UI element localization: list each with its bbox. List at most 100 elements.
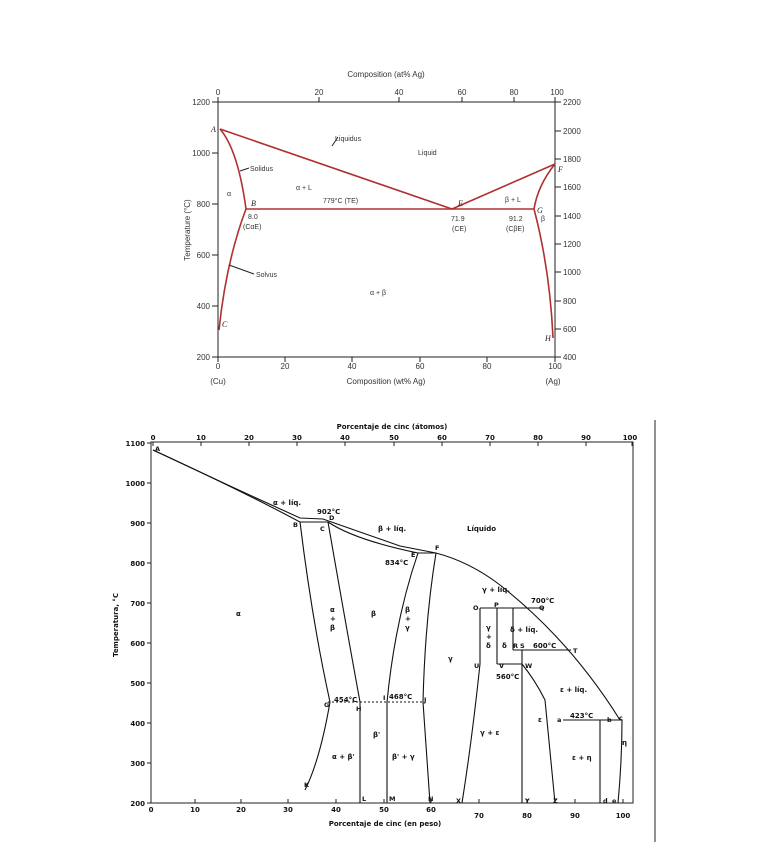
top-wt-ticks: 0 20 40 60 80 100	[216, 357, 562, 371]
point-label: c	[619, 714, 623, 722]
tick-label: 50	[379, 806, 389, 814]
label-a-b-3: β	[330, 624, 335, 632]
tick-label: 80	[522, 812, 532, 820]
label-beta: β	[371, 610, 376, 618]
tick-label: 90	[570, 812, 580, 820]
point-label: e	[612, 797, 617, 805]
tick-label: 100	[623, 434, 638, 442]
label-a-b-2: +	[330, 615, 336, 623]
tick-label: 800	[197, 200, 211, 209]
label-bp-g: β' + γ	[392, 753, 415, 761]
label-e-eta: ε + η	[572, 754, 592, 762]
tick-label: 20	[281, 362, 290, 371]
tick-label: 1200	[192, 98, 210, 107]
beta-alpha-boundary	[327, 521, 361, 803]
tick-label: 900	[130, 520, 145, 528]
point-label: C	[320, 525, 325, 533]
tick-label: 700	[130, 600, 145, 608]
tick-label: 600	[563, 325, 577, 334]
label-alpha-beta: α + β	[370, 290, 386, 297]
top-at-ticks: 0 20 40 60 80 100	[216, 88, 564, 102]
tick-label: 100	[616, 812, 631, 820]
beta-gamma-right	[422, 552, 437, 804]
alpha-solvus	[299, 521, 331, 791]
label-e-value: 71.9	[451, 216, 465, 223]
point-label: W	[525, 662, 532, 670]
tick-label: 50	[389, 434, 399, 442]
point-label: I	[383, 694, 385, 702]
tick-label: 1000	[192, 149, 210, 158]
point-label: B	[293, 521, 298, 529]
point-label: H	[356, 705, 361, 713]
tick-label: 500	[130, 680, 145, 688]
alpha-solidus	[152, 449, 301, 523]
label-beta-l: β + L	[505, 197, 521, 204]
tick-label: 400	[130, 720, 145, 728]
solvus-leader	[228, 264, 255, 275]
label-b-g-3: γ	[405, 624, 410, 632]
tick-label: 600	[197, 251, 211, 260]
label-423: 423°C	[570, 712, 593, 720]
label-liquido: Líquido	[467, 525, 496, 533]
tick-label: 30	[283, 806, 293, 814]
tick-label: 0	[216, 362, 221, 371]
bottom-left-ticks: 200 300 400 500 600 700 800 900 1000 110…	[126, 440, 151, 808]
label-eps: ε	[538, 716, 542, 724]
point-label: A	[155, 445, 160, 453]
tick-label: 0	[151, 434, 156, 442]
label-454: 454°C	[334, 696, 357, 704]
epsilon-right	[521, 663, 556, 804]
label-g-e: γ + ε	[480, 729, 500, 737]
tick-label: 20	[244, 434, 254, 442]
tick-label: 1000	[563, 268, 581, 277]
tick-label: 80	[483, 362, 492, 371]
tick-label: 40	[395, 88, 404, 97]
label-g-d-3: δ	[486, 642, 491, 650]
label-600: 600°C	[533, 642, 556, 650]
point-label: Y	[524, 797, 530, 805]
point-label: E	[457, 199, 463, 208]
label-alpha: α	[236, 610, 241, 618]
point-label: b	[607, 716, 612, 724]
tick-label: 600	[130, 640, 145, 648]
top-end-cu: (Cu)	[210, 377, 226, 386]
point-label: Q	[539, 604, 545, 612]
label-560: 560°C	[496, 673, 519, 681]
label-eutectic-temp: 779°C (TE)	[323, 197, 358, 205]
point-label: X	[456, 797, 461, 805]
point-label: H	[544, 334, 552, 343]
label-b-liq: β + líq.	[378, 525, 406, 533]
point-label: K	[304, 781, 310, 789]
solidus-right	[533, 163, 556, 210]
point-label: U	[474, 662, 479, 670]
top-plot-frame	[217, 101, 556, 358]
tick-label: 300	[130, 760, 145, 768]
bottom-ylabel: Temperatura, °C	[112, 593, 120, 657]
label-eta: η	[622, 739, 627, 747]
liquidus-leader	[331, 136, 339, 147]
gamma-right	[461, 608, 481, 804]
bottom-title-at: Porcentaje de cinc (átomos)	[337, 423, 448, 431]
label-b-sub: (CαE)	[243, 224, 261, 231]
point-label: A	[210, 125, 216, 134]
label-d-liq: δ + líq.	[510, 626, 538, 634]
tick-label: 400	[563, 353, 577, 362]
label-g-d-1: γ	[486, 624, 491, 632]
label-a-liq: α + líq.	[273, 499, 301, 507]
beta-solidus	[327, 521, 419, 554]
solidus-leader	[239, 167, 250, 172]
tick-label: 1100	[126, 440, 146, 448]
tick-label: 30	[292, 434, 302, 442]
point-label: N	[428, 795, 433, 803]
top-end-ag: (Ag)	[545, 377, 560, 386]
beta-gamma-left	[386, 552, 419, 803]
tick-label: 1800	[563, 155, 581, 164]
point-label: Z	[553, 797, 558, 805]
eta-right	[617, 719, 623, 804]
tick-label: 70	[474, 812, 484, 820]
tick-label: 60	[458, 88, 467, 97]
point-label: J	[423, 696, 426, 704]
top-title-at: Composition (at% Ag)	[347, 70, 425, 79]
bottom-title-wt: Porcentaje de cinc (en peso)	[329, 820, 442, 828]
